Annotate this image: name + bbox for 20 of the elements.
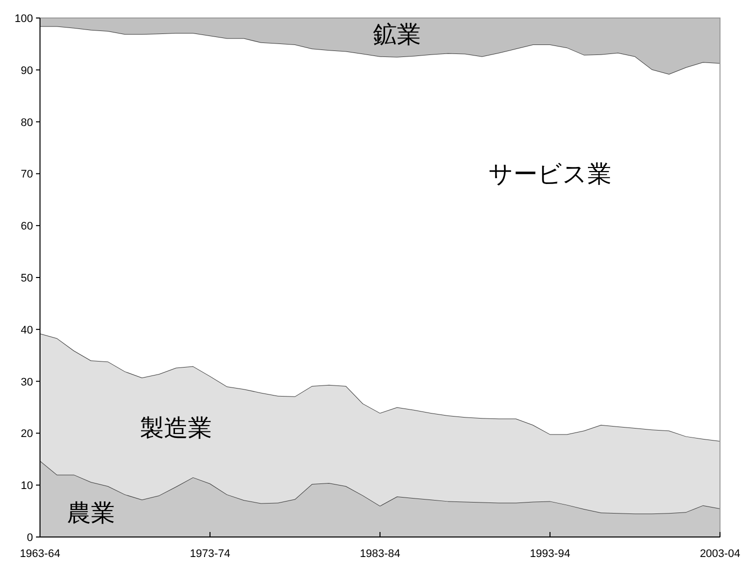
- y-tick-label: 100: [14, 13, 33, 25]
- y-tick-label: 70: [20, 168, 33, 181]
- y-tick-label: 80: [20, 116, 33, 129]
- y-tick-label: 0: [26, 532, 33, 544]
- series-label: 鉱業: [373, 20, 421, 49]
- y-tick-label: 30: [20, 376, 33, 388]
- y-tick-label: 60: [20, 220, 33, 233]
- series-label: 農業: [67, 499, 115, 528]
- x-tick-label: 1973-74: [190, 548, 230, 560]
- series-label: 製造業: [140, 414, 212, 442]
- y-tick-label: 40: [20, 324, 33, 336]
- x-tick-label: 1983-84: [360, 548, 400, 560]
- y-tick-label: 10: [20, 480, 33, 492]
- x-tick-label: 2003-04: [700, 548, 740, 560]
- series-label: サービス業: [488, 160, 612, 188]
- x-tick-label: 1963-64: [20, 548, 60, 560]
- y-tick-label: 50: [20, 272, 33, 284]
- y-tick-label: 20: [20, 428, 33, 440]
- y-tick-label: 90: [20, 64, 33, 77]
- x-tick-label: 1993-94: [530, 548, 570, 560]
